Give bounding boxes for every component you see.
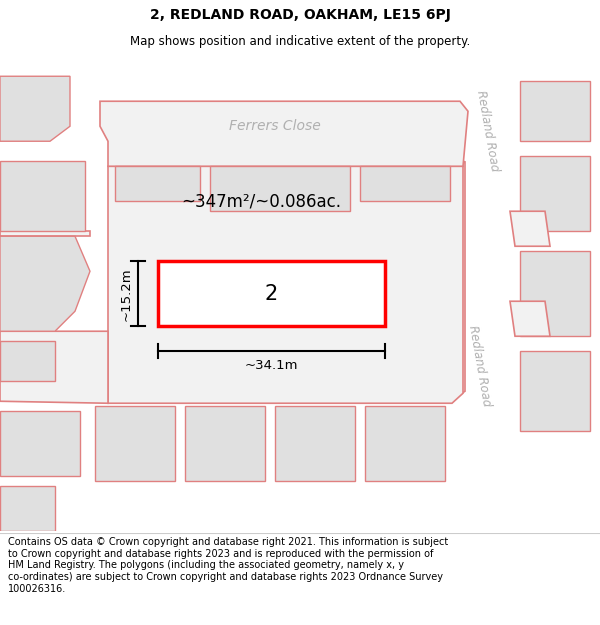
Text: Redland Road: Redland Road xyxy=(466,324,494,408)
Text: Redland Road: Redland Road xyxy=(475,89,502,173)
Polygon shape xyxy=(365,406,445,481)
Polygon shape xyxy=(520,81,590,141)
Text: 2, REDLAND ROAD, OAKHAM, LE15 6PJ: 2, REDLAND ROAD, OAKHAM, LE15 6PJ xyxy=(149,8,451,22)
Polygon shape xyxy=(0,76,70,141)
Polygon shape xyxy=(0,236,90,331)
Text: Ferrers Close: Ferrers Close xyxy=(229,119,321,133)
Polygon shape xyxy=(468,56,530,111)
Text: 2: 2 xyxy=(265,284,278,304)
Text: ~15.2m: ~15.2m xyxy=(120,267,133,321)
Polygon shape xyxy=(465,111,510,161)
Bar xyxy=(158,261,385,326)
Polygon shape xyxy=(520,156,590,231)
Polygon shape xyxy=(455,161,510,531)
Polygon shape xyxy=(115,166,200,201)
Polygon shape xyxy=(100,101,468,166)
Polygon shape xyxy=(0,486,55,531)
Polygon shape xyxy=(0,411,80,476)
Polygon shape xyxy=(210,166,350,211)
Text: Contains OS data © Crown copyright and database right 2021. This information is : Contains OS data © Crown copyright and d… xyxy=(8,537,448,594)
Polygon shape xyxy=(455,161,510,531)
Polygon shape xyxy=(185,406,265,481)
Text: Map shows position and indicative extent of the property.: Map shows position and indicative extent… xyxy=(130,35,470,48)
Polygon shape xyxy=(100,101,480,161)
Polygon shape xyxy=(108,166,463,403)
Polygon shape xyxy=(510,211,550,246)
Polygon shape xyxy=(0,231,90,236)
Polygon shape xyxy=(0,161,85,231)
Polygon shape xyxy=(100,161,465,401)
Polygon shape xyxy=(520,251,590,336)
Polygon shape xyxy=(0,341,55,381)
Text: ~34.1m: ~34.1m xyxy=(245,359,298,372)
Text: ~347m²/~0.086ac.: ~347m²/~0.086ac. xyxy=(182,192,341,210)
Polygon shape xyxy=(95,406,175,481)
Polygon shape xyxy=(510,301,550,336)
Polygon shape xyxy=(470,56,555,116)
Polygon shape xyxy=(360,166,450,201)
Polygon shape xyxy=(520,351,590,431)
Polygon shape xyxy=(275,406,355,481)
Polygon shape xyxy=(0,331,108,403)
